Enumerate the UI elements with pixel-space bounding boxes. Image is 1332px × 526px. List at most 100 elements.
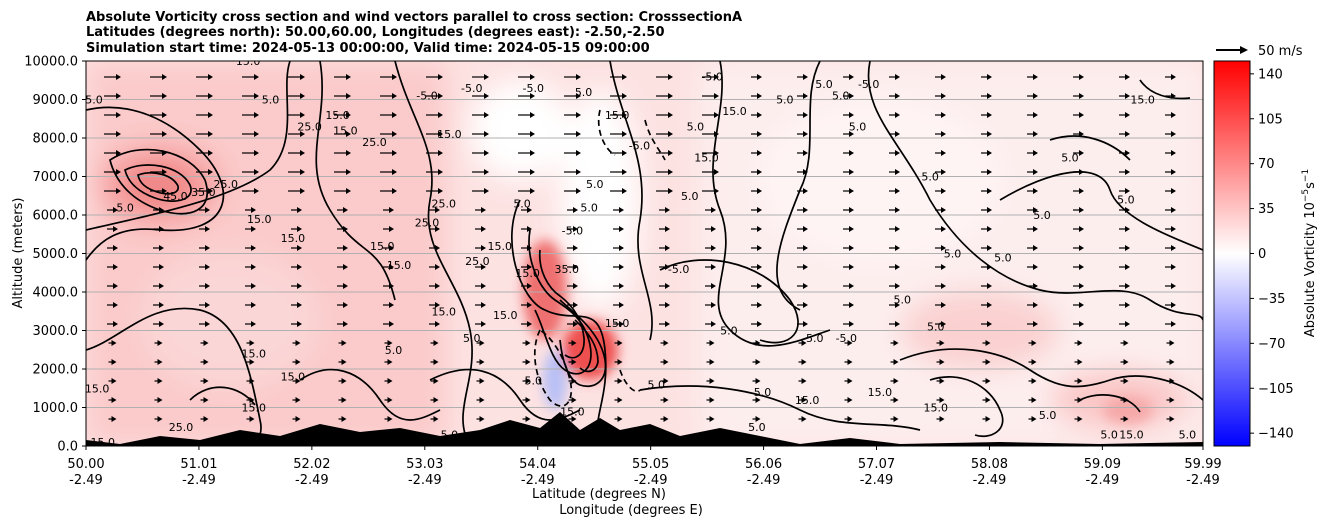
contour-label: 15.0 (387, 259, 412, 272)
contour-label: 5.0 (647, 378, 665, 391)
wind-vector-head (387, 340, 393, 346)
wind-vector-head (346, 188, 351, 194)
wind-vector-head (941, 302, 946, 308)
wind-vector-head (1123, 416, 1129, 422)
wind-vector-head (1171, 245, 1176, 251)
wind-vector-head (341, 397, 347, 403)
wind-vector-head (438, 150, 443, 156)
contour-label: 15.0 (560, 405, 585, 418)
contour-label: -5.0 (668, 263, 689, 276)
contour-label: 15.0 (868, 386, 893, 399)
wind-vector-head (571, 378, 577, 384)
wind-vector-head (1033, 226, 1038, 232)
contour-label: 5.0 (849, 120, 867, 133)
wind-vector-head (941, 226, 946, 232)
wind-vector-head (484, 188, 489, 194)
x-tick-label-lon: -2.49 (182, 473, 216, 488)
wind-vector-head (479, 340, 485, 346)
contour-label: 15.0 (605, 109, 630, 122)
y-tick-label: 2000.0 (33, 363, 79, 378)
wind-vector-head (435, 245, 440, 251)
wind-vector-head (987, 226, 992, 232)
wind-vector-head (205, 245, 210, 251)
colorbar-gradient (1213, 60, 1251, 447)
wind-vector-head (714, 112, 719, 118)
wind-vector-head (1123, 397, 1129, 403)
wind-vector-head (571, 416, 577, 422)
wind-vector-head (849, 131, 854, 137)
wind-vector-head (576, 150, 581, 156)
wind-vector-head (527, 245, 532, 251)
wind-vector-head (803, 93, 808, 99)
wind-vector-head (668, 150, 673, 156)
wind-vector-head (435, 226, 440, 232)
wind-vector-head (619, 302, 624, 308)
contour-label: 15.0 (281, 371, 306, 384)
contour-label: -5.0 (461, 82, 482, 95)
wind-vector-head (113, 283, 118, 289)
wind-vector-head (893, 340, 899, 346)
wind-vector-head (573, 264, 578, 270)
wind-vector-head (803, 74, 808, 80)
wind-vector-head (801, 397, 807, 403)
wind-vector-head (113, 226, 118, 232)
wind-vector-head (622, 112, 627, 118)
contour-label: -5.0 (836, 332, 857, 345)
wind-vector-head (985, 340, 991, 346)
wind-vector-head (622, 131, 627, 137)
wind-vector-head (111, 397, 117, 403)
plot-area: 25.015.05.015.015.025.045.0 35.025.05.015… (86, 61, 1203, 446)
wind-vector-head (249, 416, 255, 422)
wind-vector-head (433, 416, 439, 422)
x-tick-label-lat: 50.00 (67, 457, 104, 472)
wind-vector-head (576, 188, 581, 194)
wind-vector-head (619, 245, 624, 251)
wind-vector-head (987, 93, 992, 99)
wind-vector-head (157, 378, 163, 384)
wind-vector-head (343, 207, 348, 213)
wind-vector-head (847, 378, 853, 384)
wind-vector-head (1033, 93, 1038, 99)
wind-vector-head (389, 226, 394, 232)
wind-vector-head (116, 93, 121, 99)
wind-vector-head (433, 397, 439, 403)
wind-vector-head (1079, 302, 1084, 308)
wind-vector-head (343, 283, 348, 289)
wind-vector-head (665, 283, 670, 289)
wind-vector-head (709, 340, 715, 346)
colorbar-tick-label: 140 (1258, 67, 1283, 82)
wind-vector-head (346, 112, 351, 118)
contour-label: 15.0 (437, 128, 462, 141)
wind-vector-head (297, 283, 302, 289)
wind-vector-head (801, 359, 807, 365)
contour-label: 5.0 (524, 375, 542, 388)
wind-vector-head (803, 302, 808, 308)
wind-vector-head (757, 93, 762, 99)
wind-vector-head (1077, 359, 1083, 365)
x-tick-label-lat: 55.05 (632, 457, 669, 472)
contour-label: 15.0 (370, 240, 395, 253)
wind-vector-head (254, 74, 259, 80)
wind-vector-head (300, 74, 305, 80)
wind-vector-head (1171, 131, 1176, 137)
contour-label: 5.0 (385, 344, 403, 357)
wind-vector-head (297, 264, 302, 270)
wind-vector-head (389, 302, 394, 308)
contour-label: 5.0 (921, 171, 939, 184)
x-tick-label-lon: -2.49 (747, 473, 781, 488)
wind-vector-head (1079, 283, 1084, 289)
wind-vector-head (714, 150, 719, 156)
wind-vector-head (617, 359, 623, 365)
wind-vector-head (663, 397, 669, 403)
contour-label: 15.0 (924, 402, 949, 415)
wind-vector-head (479, 416, 485, 422)
wind-vector-head (479, 397, 485, 403)
wind-vector-head (711, 264, 716, 270)
contour-labels: 25.015.05.015.015.025.045.0 35.025.05.015… (86, 61, 1196, 446)
wind-vector-head (1125, 112, 1130, 118)
wind-vector-head (617, 397, 623, 403)
wind-vector-head (111, 359, 117, 365)
wind-vector-head (895, 93, 900, 99)
wind-vector-head (1079, 112, 1084, 118)
wind-vector-head (617, 416, 623, 422)
